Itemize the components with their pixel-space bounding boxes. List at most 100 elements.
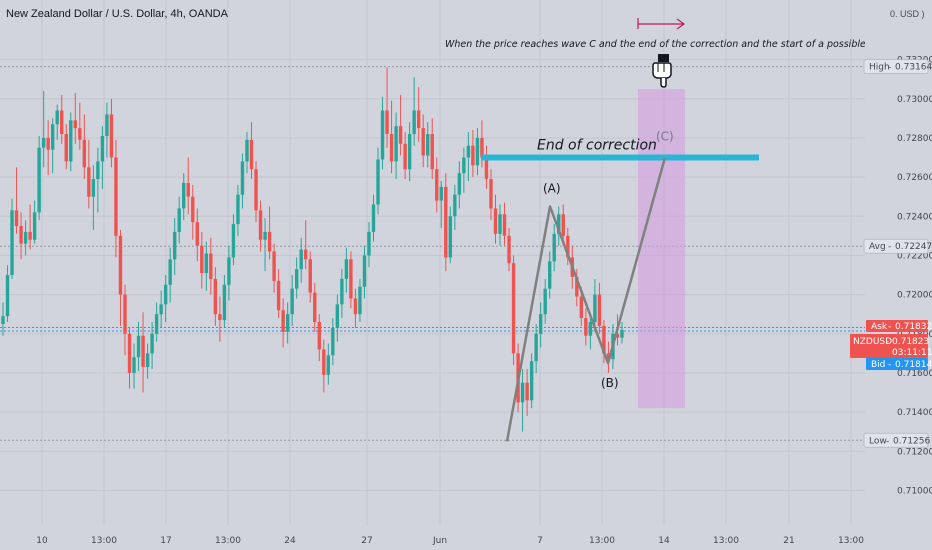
candle-body bbox=[91, 179, 96, 197]
candle-body bbox=[484, 157, 489, 180]
candle-body bbox=[299, 249, 303, 270]
candle-body bbox=[511, 263, 516, 354]
time-tick-label: 24 bbox=[284, 536, 296, 546]
candle-body bbox=[498, 214, 502, 234]
candle-body bbox=[439, 186, 443, 201]
candle-body bbox=[136, 335, 141, 358]
candle-body bbox=[109, 114, 114, 158]
candle-body bbox=[448, 216, 453, 258]
candle-body bbox=[218, 314, 222, 321]
candle-body bbox=[249, 139, 254, 170]
candle-body bbox=[322, 349, 326, 375]
candle-body bbox=[191, 196, 195, 223]
wave-path[interactable] bbox=[505, 157, 667, 442]
candle-body bbox=[525, 382, 529, 401]
end-of-correction-label: End of correction bbox=[537, 138, 657, 154]
candle-body bbox=[340, 278, 344, 305]
projection-zone[interactable] bbox=[638, 88, 685, 409]
candle-body bbox=[362, 255, 367, 287]
time-tick-label: 7 bbox=[537, 536, 543, 546]
candle-body bbox=[557, 214, 561, 234]
bar-countdown: 03:11:11 bbox=[892, 348, 932, 358]
candle-body bbox=[344, 259, 349, 279]
candle-body bbox=[123, 294, 127, 334]
candle-body bbox=[276, 280, 281, 311]
candle-body bbox=[254, 169, 258, 211]
candle-body bbox=[200, 245, 204, 274]
candle-body bbox=[457, 173, 462, 195]
candle-body bbox=[317, 322, 321, 350]
candle-body bbox=[55, 110, 59, 125]
candle-body bbox=[507, 235, 511, 264]
candle-body bbox=[82, 139, 87, 168]
candle-body bbox=[426, 134, 430, 156]
time-tick-label: 13:00 bbox=[838, 536, 864, 546]
candle-body bbox=[520, 382, 525, 403]
candle-body bbox=[326, 355, 331, 375]
candle-body bbox=[28, 231, 32, 240]
candle-body bbox=[453, 194, 457, 217]
candle-body bbox=[41, 137, 46, 148]
time-tick-label: 13:00 bbox=[91, 536, 117, 546]
wave-a-label: (A) bbox=[543, 181, 561, 195]
candle-body bbox=[462, 157, 466, 174]
candle-body bbox=[172, 231, 177, 260]
high-badge: High - 0.73164 bbox=[863, 59, 932, 75]
candle-body bbox=[588, 322, 593, 336]
currency-label[interactable]: 0. USD ) bbox=[890, 9, 925, 19]
candle-body bbox=[376, 159, 380, 205]
ask-badge: Ask - 0.71832 bbox=[866, 320, 932, 332]
candle-body bbox=[304, 249, 308, 260]
high-label: High bbox=[869, 63, 890, 73]
candle-body bbox=[475, 137, 480, 166]
low-value: 0.71256 bbox=[893, 436, 930, 446]
candle-body bbox=[154, 314, 159, 334]
candle-body bbox=[227, 257, 231, 285]
candle-body bbox=[150, 333, 154, 354]
candle-body bbox=[561, 214, 565, 236]
price-tick-label: 0.72800 bbox=[897, 134, 932, 144]
candle-body bbox=[529, 361, 534, 401]
price-tick-label: 0.73000 bbox=[897, 95, 932, 105]
candle-body bbox=[412, 110, 416, 134]
candle-body bbox=[222, 284, 227, 321]
candle-body bbox=[579, 296, 584, 319]
time-tick-label: 21 bbox=[783, 536, 794, 546]
annotation-note: When the price reaches wave C and the en… bbox=[445, 39, 903, 50]
candle-body bbox=[548, 261, 552, 289]
time-tick-label: 13:00 bbox=[215, 536, 241, 546]
candle-body bbox=[127, 333, 132, 373]
candle-body bbox=[331, 327, 335, 356]
avg-value: 0.72247 bbox=[895, 242, 932, 252]
high-value: 0.73164 bbox=[895, 63, 932, 73]
ask-label: Ask bbox=[871, 322, 888, 332]
time-tick-label: 27 bbox=[361, 536, 372, 546]
candle-body bbox=[281, 310, 285, 332]
candle-body bbox=[209, 253, 213, 279]
grid bbox=[0, 0, 865, 525]
candle-body bbox=[416, 110, 421, 129]
candle-body bbox=[353, 298, 358, 315]
candle-body bbox=[69, 120, 73, 162]
price-tick-label: 0.72000 bbox=[897, 291, 932, 301]
candle-body bbox=[502, 214, 507, 236]
candle-body bbox=[584, 318, 588, 336]
candle-body bbox=[163, 284, 168, 305]
candle-body bbox=[168, 259, 172, 285]
candle-body bbox=[403, 143, 407, 170]
candle-body bbox=[308, 259, 312, 293]
candle-body bbox=[37, 147, 41, 213]
low-badge: Low - 0.71256 bbox=[863, 432, 930, 448]
symbol-title[interactable]: New Zealand Dollar / U.S. Dollar, 4h, OA… bbox=[6, 8, 228, 20]
candle-body bbox=[620, 329, 624, 338]
ask-value: 0.71832 bbox=[895, 322, 932, 332]
candle-body bbox=[23, 231, 28, 244]
candle-body bbox=[394, 126, 398, 162]
time-axis-ticks: 10 13:00 17 13:00 24 27 Jun 7 13:00 14 13:00 21 13:0… bbox=[36, 536, 864, 546]
candle-body bbox=[73, 120, 77, 129]
wave-b-label: (B) bbox=[601, 376, 619, 390]
avg-badge: Avg - 0.72247 bbox=[863, 238, 932, 254]
candle-body bbox=[538, 314, 543, 334]
